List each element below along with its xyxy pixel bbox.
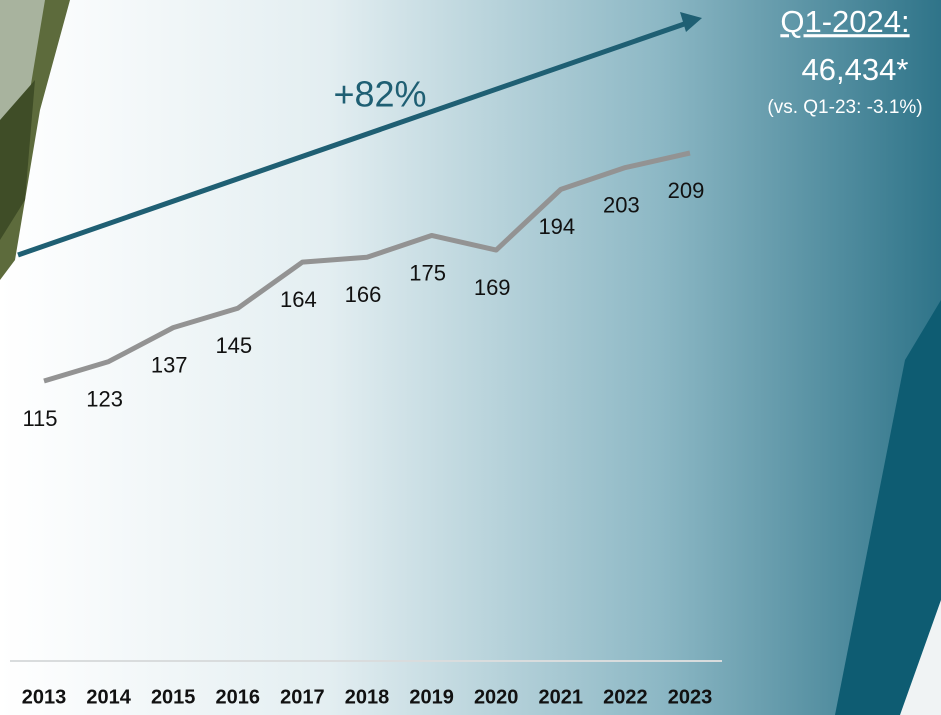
data-label: 137 bbox=[151, 352, 188, 377]
x-tick-label: 2013 bbox=[22, 686, 67, 708]
photo-corner bbox=[0, 0, 70, 280]
x-tick-label: 2019 bbox=[409, 686, 454, 708]
x-tick-label: 2022 bbox=[603, 686, 648, 708]
x-tick-label: 2023 bbox=[668, 686, 713, 708]
data-label: 123 bbox=[86, 386, 123, 411]
x-tick-label: 2018 bbox=[345, 686, 390, 708]
trend-arrow bbox=[17, 19, 691, 258]
x-tick-label: 2021 bbox=[539, 686, 584, 708]
x-tick-label: 2017 bbox=[280, 686, 325, 708]
data-label: 166 bbox=[345, 282, 382, 307]
accent-shape bbox=[900, 600, 941, 715]
x-tick-label: 2015 bbox=[151, 686, 196, 708]
data-label: 164 bbox=[280, 287, 317, 312]
x-tick-label: 2020 bbox=[474, 686, 519, 708]
accent-shape bbox=[835, 300, 941, 715]
growth-label: +82% bbox=[333, 74, 426, 115]
x-tick-label: 2014 bbox=[86, 686, 131, 708]
headline-value: 46,434* bbox=[802, 52, 909, 87]
data-label: 145 bbox=[215, 333, 252, 358]
x-tick-label: 2016 bbox=[216, 686, 261, 708]
comparison: (vs. Q1-23: -3.1%) bbox=[767, 97, 922, 118]
data-label: 175 bbox=[409, 260, 446, 285]
data-label: 203 bbox=[603, 192, 640, 217]
arrow-head bbox=[680, 12, 702, 32]
data-label: 209 bbox=[668, 178, 705, 203]
data-line bbox=[43, 150, 691, 384]
data-label: 194 bbox=[538, 214, 575, 239]
data-label: 115 bbox=[22, 406, 57, 431]
headline: Q1-2024: bbox=[780, 4, 909, 39]
data-label: 169 bbox=[474, 275, 511, 300]
